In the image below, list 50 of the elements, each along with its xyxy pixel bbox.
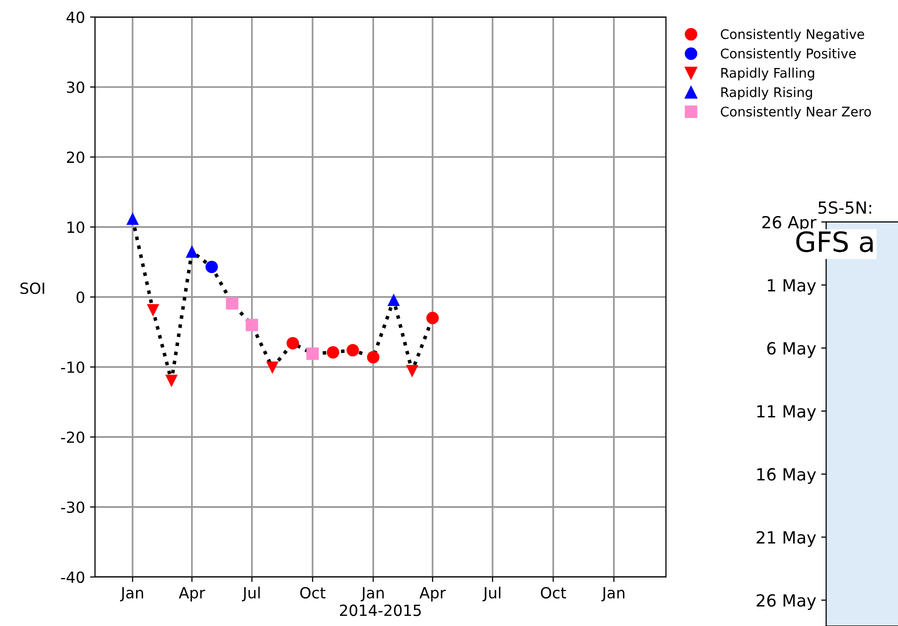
text: 5S-5N: (818, 201, 872, 214)
x-tick-label: Oct (540, 586, 566, 599)
category-label: 6 May (767, 342, 816, 358)
y-tick-label: 10 (68, 221, 84, 234)
x-tick-label: Jan (601, 587, 624, 602)
point (186, 245, 198, 258)
category-label: 1 May (768, 279, 816, 295)
point (367, 350, 380, 364)
x-tick-label: Apr (178, 587, 206, 602)
x-tick-label: Jul (482, 586, 500, 602)
point (387, 294, 400, 306)
point (126, 212, 139, 225)
y-tick-label: 40 (66, 11, 84, 24)
point (146, 304, 160, 317)
category-label: 26 Apr (762, 216, 816, 232)
category-label: 16 May (757, 468, 816, 484)
x-tick-label: Jul (242, 586, 260, 602)
y-tick-label: 20 (66, 151, 84, 164)
category-label: 21 May (756, 531, 816, 547)
category-label: 11 May (757, 405, 816, 421)
point (306, 347, 319, 360)
x-tick-label: Oct (300, 586, 326, 599)
legend-label: Rapidly Falling (721, 68, 814, 80)
text: GFS a (796, 231, 873, 252)
point (426, 312, 439, 324)
y-tick-label: 0 (76, 291, 84, 304)
point (326, 346, 340, 359)
y-tick-label: -40 (61, 571, 84, 584)
y-tick-label: 30 (67, 81, 84, 94)
x-axis-title: 2014-2015 (340, 604, 421, 616)
point (246, 318, 258, 332)
legend-label: Consistently Positive (720, 48, 856, 62)
x-tick-label: Apr (419, 587, 446, 602)
y-axis-title: SOI (20, 282, 44, 294)
legend-label: Consistently Near Zero (720, 106, 871, 120)
legend-label: Rapidly Rising (721, 87, 812, 100)
y-tick-label: -20 (61, 431, 84, 444)
x-tick-label: Jan (120, 587, 144, 602)
point (346, 344, 360, 356)
point (226, 297, 238, 310)
point (286, 336, 300, 350)
point (266, 361, 279, 374)
legend-label: Consistently Negative (720, 28, 864, 42)
point (205, 260, 218, 274)
y-tick-label: -10 (61, 361, 84, 374)
point (165, 374, 178, 388)
category-label: 26 May (756, 594, 816, 610)
x-tick-label: Jan (360, 587, 384, 602)
point (406, 364, 418, 378)
y-tick-label: -30 (61, 501, 84, 514)
